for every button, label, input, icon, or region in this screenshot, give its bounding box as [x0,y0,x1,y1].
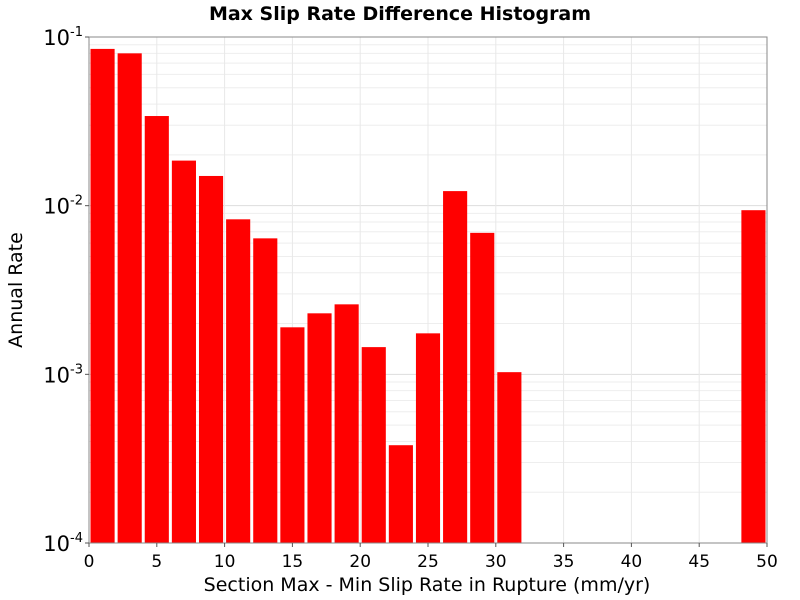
histogram-bar [334,304,359,543]
histogram-bar [361,347,386,543]
x-tick-label: 35 [553,552,575,572]
histogram-bar [307,313,332,543]
x-tick-label: 5 [151,552,162,572]
x-tick-label: 50 [756,552,778,572]
histogram-bar [443,191,468,543]
histogram-bar [470,232,495,543]
y-tick-label: 10-3 [43,362,83,387]
y-axis-ticks: 10-1 10-2 10-3 10-4 [43,25,89,556]
histogram-bar [171,160,196,543]
histogram-bar [280,327,305,543]
x-tick-label: 45 [688,552,710,572]
histogram-bar [388,445,413,543]
histogram-bar [741,210,766,543]
x-tick-label: 30 [485,552,507,572]
x-tick-label: 15 [282,552,304,572]
x-tick-label: 25 [417,552,439,572]
y-axis-label: Annual Rate [5,232,27,348]
histogram-bar [253,238,278,543]
histogram-bar [117,53,142,543]
x-tick-label: 40 [621,552,643,572]
y-tick-label: 10-1 [43,25,83,50]
histogram-bar [226,219,251,543]
histogram-bar [415,333,441,543]
chart-title: Max Slip Rate Difference Histogram [209,3,591,25]
bar-series [90,48,766,544]
x-tick-label: 0 [84,552,95,572]
histogram-bar [497,372,522,543]
histogram-bar [90,48,115,544]
y-tick-label: 10-4 [43,531,83,556]
x-tick-label: 10 [214,552,236,572]
histogram-bar [198,175,224,543]
x-axis-ticks: 0 5 10 15 20 25 30 35 40 45 50 [84,543,778,572]
x-axis-label: Section Max - Min Slip Rate in Rupture (… [204,574,651,596]
x-tick-label: 20 [349,552,371,572]
histogram-bar [144,116,169,543]
y-tick-label: 10-2 [43,194,83,219]
